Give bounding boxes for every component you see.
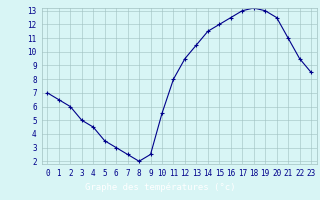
Text: Graphe des températures (°c): Graphe des températures (°c) bbox=[85, 182, 235, 192]
